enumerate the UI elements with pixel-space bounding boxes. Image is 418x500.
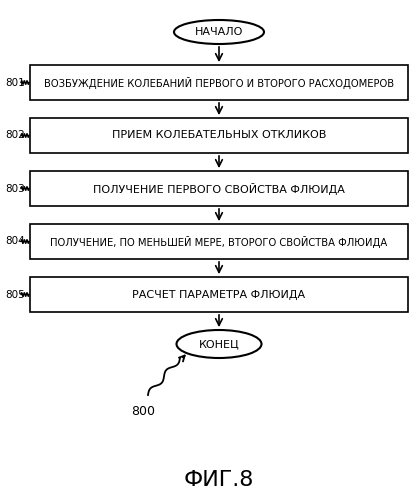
Text: 801: 801	[5, 78, 25, 88]
FancyBboxPatch shape	[30, 171, 408, 206]
Text: 805: 805	[5, 290, 25, 300]
Ellipse shape	[176, 330, 262, 358]
Text: ПОЛУЧЕНИЕ, ПО МЕНЬШЕЙ МЕРЕ, ВТОРОГО СВОЙСТВА ФЛЮИДА: ПОЛУЧЕНИЕ, ПО МЕНЬШЕЙ МЕРЕ, ВТОРОГО СВОЙ…	[51, 236, 387, 248]
FancyBboxPatch shape	[30, 118, 408, 153]
Text: 804: 804	[5, 236, 25, 246]
Text: ПРИЕМ КОЛЕБАТЕЛЬНЫХ ОТКЛИКОВ: ПРИЕМ КОЛЕБАТЕЛЬНЫХ ОТКЛИКОВ	[112, 130, 326, 140]
Text: ФИГ.8: ФИГ.8	[184, 470, 254, 490]
Text: 803: 803	[5, 184, 25, 194]
Text: ВОЗБУЖДЕНИЕ КОЛЕБАНИЙ ПЕРВОГО И ВТОРОГО РАСХОДОМЕРОВ: ВОЗБУЖДЕНИЕ КОЛЕБАНИЙ ПЕРВОГО И ВТОРОГО …	[44, 76, 394, 88]
Ellipse shape	[174, 20, 264, 44]
Text: КОНЕЦ: КОНЕЦ	[199, 339, 240, 349]
FancyBboxPatch shape	[30, 65, 408, 100]
Text: ПОЛУЧЕНИЕ ПЕРВОГО СВОЙСТВА ФЛЮИДА: ПОЛУЧЕНИЕ ПЕРВОГО СВОЙСТВА ФЛЮИДА	[93, 182, 345, 194]
FancyBboxPatch shape	[30, 224, 408, 259]
Text: 802: 802	[5, 130, 25, 140]
Text: НАЧАЛО: НАЧАЛО	[195, 27, 243, 37]
Text: РАСЧЕТ ПАРАМЕТРА ФЛЮИДА: РАСЧЕТ ПАРАМЕТРА ФЛЮИДА	[133, 290, 306, 300]
FancyBboxPatch shape	[30, 277, 408, 312]
Text: 800: 800	[131, 405, 155, 418]
